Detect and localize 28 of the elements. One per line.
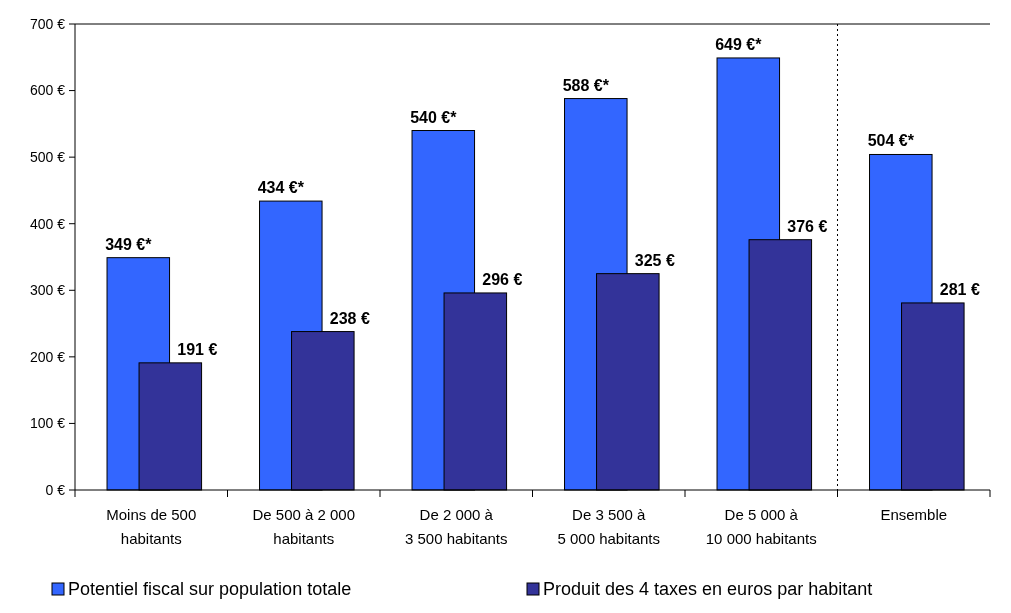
data-label: 376 € xyxy=(787,217,828,235)
y-tick-label: 100 € xyxy=(29,415,66,432)
legend-label: Potentiel fiscal sur population totale xyxy=(68,579,352,599)
data-label: 349 €* xyxy=(105,235,153,253)
x-tick-label: De 2 000 à 3 500 habitants xyxy=(404,506,508,547)
data-label: 504 €* xyxy=(867,132,915,150)
data-label: 296 € xyxy=(482,270,523,288)
x-tick-label: De 3 500 à 5 000 habitants xyxy=(557,506,661,547)
x-tick-label: Ensemble xyxy=(880,506,948,523)
data-label: 540 €* xyxy=(410,108,458,126)
data-label: 325 € xyxy=(634,251,675,269)
y-tick-label: 300 € xyxy=(29,282,66,299)
y-tick-label: 400 € xyxy=(29,215,66,232)
y-tick-label: 0 € xyxy=(45,481,66,498)
data-label: 588 €* xyxy=(562,76,610,94)
data-label: 238 € xyxy=(329,309,370,327)
x-tick-label: De 500 à 2 000 habitants xyxy=(252,506,356,547)
data-label: 649 €* xyxy=(715,35,763,53)
y-tick-label: 500 € xyxy=(29,149,66,166)
data-label: 191 € xyxy=(177,340,218,358)
y-tick-label: 200 € xyxy=(29,348,66,365)
data-label: 434 €* xyxy=(257,179,305,197)
y-tick-label: 600 € xyxy=(29,82,66,99)
x-tick-label: Moins de 500 habitants xyxy=(106,506,197,547)
data-label: 281 € xyxy=(939,280,980,298)
legend-label: Produit des 4 taxes en euros par habitant xyxy=(543,579,873,599)
x-tick-label: De 5 000 à 10 000 habitants xyxy=(705,506,817,547)
y-tick-label: 700 € xyxy=(29,15,66,32)
